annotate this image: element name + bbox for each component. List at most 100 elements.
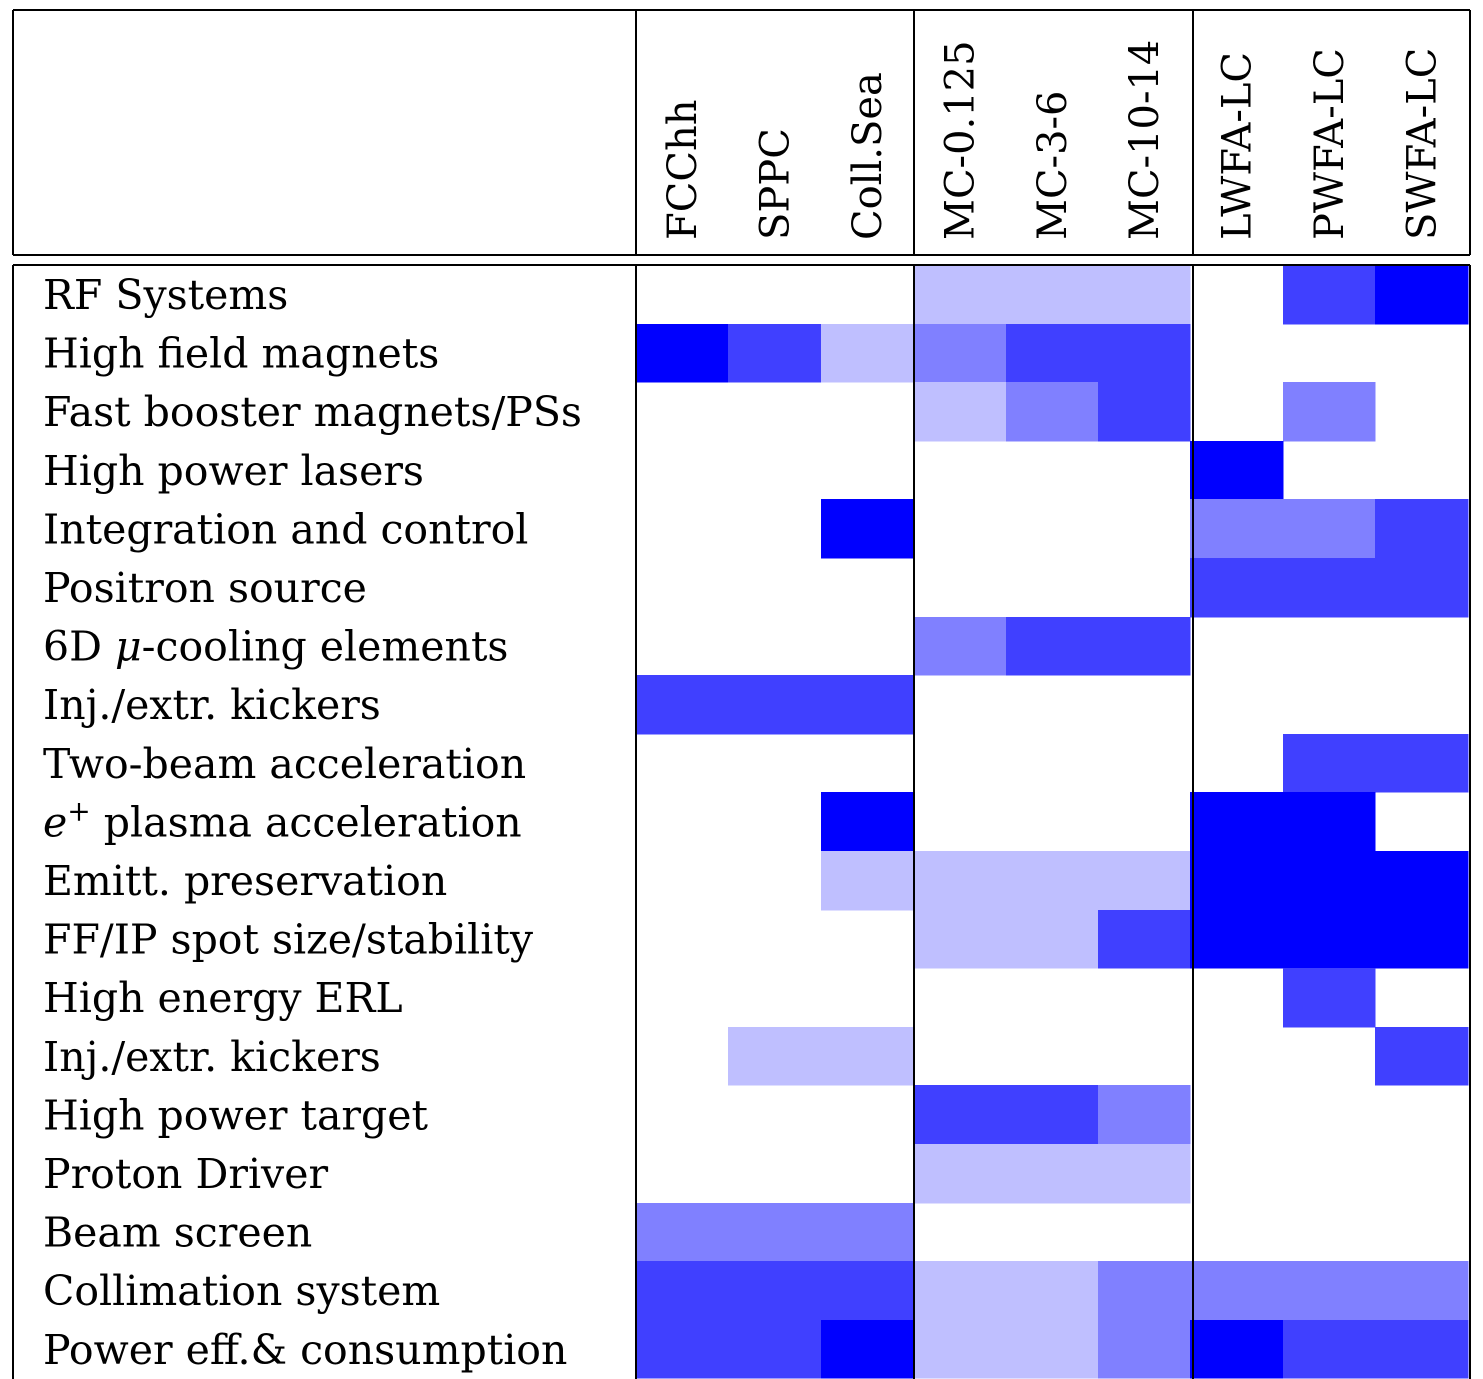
row-label-8: Two-beam acceleration <box>43 740 526 788</box>
heatmap-cell-r0-c7 <box>1283 265 1376 325</box>
column-label-coll-sea: Coll.Sea <box>845 72 891 240</box>
heatmap-cell-r10-c8 <box>1375 851 1469 911</box>
heatmap-cell-r10-c6 <box>1190 851 1284 911</box>
table-frame <box>12 9 1471 1379</box>
heatmap-cell-r2-c3 <box>913 382 1007 442</box>
heatmap-cell-r7-c1 <box>728 675 822 735</box>
heatmap-cell-r15-c4 <box>1006 1144 1099 1204</box>
row-label-13: Inj./extr. kickers <box>43 1033 381 1081</box>
heatmap-cell-r4-c7 <box>1283 499 1376 559</box>
row-label-14: High power target <box>43 1091 428 1139</box>
heatmap-cell-r9-c2 <box>821 792 914 852</box>
heatmap-cell-r8-c8 <box>1375 734 1469 793</box>
heatmap-cell-r16-c1 <box>728 1203 822 1262</box>
column-label-mc-0-125: MC-0.125 <box>937 40 983 240</box>
heatmap-cell-r18-c0 <box>636 1320 729 1379</box>
heatmap-cell-r6-c5 <box>1098 617 1191 676</box>
heatmap-cell-r9-c6 <box>1190 792 1284 852</box>
heatmap-cell-r6-c3 <box>913 617 1007 676</box>
heatmap-cell-r11-c6 <box>1190 910 1284 969</box>
heatmap-cell-r0-c3 <box>913 265 1007 325</box>
row-label-3: High power lasers <box>43 447 424 495</box>
heatmap-cell-r17-c1 <box>728 1261 822 1321</box>
heatmap-cell-r2-c5 <box>1098 382 1191 442</box>
row-label-0: RF Systems <box>43 271 288 319</box>
heatmap-cell-r13-c8 <box>1375 1027 1469 1086</box>
heatmap-cell-r10-c3 <box>913 851 1007 911</box>
heatmap-cell-r7-c0 <box>636 675 729 735</box>
heatmap-cell-r17-c3 <box>913 1261 1007 1321</box>
heatmap-cell-r17-c6 <box>1190 1261 1284 1321</box>
heatmap-cell-r0-c8 <box>1375 265 1469 325</box>
heatmap-cell-r1-c4 <box>1006 324 1099 383</box>
heatmap-cell-r14-c5 <box>1098 1085 1191 1145</box>
row-labels: RF Systems High field magnets Fast booster… <box>43 271 582 1374</box>
heatmap-cell-r9-c7 <box>1283 792 1376 852</box>
column-label-sppc: SPPC <box>753 128 799 240</box>
column-label-lwfa-lc: LWFA-LC <box>1215 52 1261 240</box>
heatmap-cell-r6-c4 <box>1006 617 1099 676</box>
heatmap-cell-r14-c3 <box>913 1085 1007 1145</box>
heatmap-cell-r16-c2 <box>821 1203 914 1262</box>
heatmap-cell-r18-c6 <box>1190 1320 1284 1379</box>
heatmap-cell-r0-c4 <box>1006 265 1099 325</box>
heatmap-cell-r18-c3 <box>913 1320 1007 1379</box>
heatmap-cell-r2-c7 <box>1283 382 1376 442</box>
row-label-5: Positron source <box>43 564 367 612</box>
heatmap-cell-r1-c1 <box>728 324 822 383</box>
heatmap-cell-r11-c8 <box>1375 910 1469 969</box>
heatmap-cell-r10-c4 <box>1006 851 1099 911</box>
heatmap-cell-r17-c0 <box>636 1261 729 1321</box>
heatmap-cell-r7-c2 <box>821 675 914 735</box>
row-label-18: Power eff.& consumption <box>43 1326 567 1374</box>
column-label-swfa-lc: SWFA-LC <box>1399 48 1445 240</box>
heatmap-cell-r13-c1 <box>728 1027 822 1086</box>
heatmap-cell-r14-c4 <box>1006 1085 1099 1145</box>
heatmap-cell-r5-c6 <box>1190 558 1284 618</box>
row-label-4: Integration and control <box>43 505 528 553</box>
column-label-mc-10-14: MC-10-14 <box>1122 40 1168 240</box>
heatmap-cell-r11-c7 <box>1283 910 1376 969</box>
heatmap-cell-r1-c5 <box>1098 324 1191 383</box>
heatmap-cell-r12-c7 <box>1283 968 1376 1028</box>
heatmap-cell-r1-c2 <box>821 324 914 383</box>
heatmap-cell-r4-c2 <box>821 499 914 559</box>
heatmap-cell-r17-c2 <box>821 1261 914 1321</box>
heatmap-cell-r11-c4 <box>1006 910 1099 969</box>
row-label-10: Emitt. preservation <box>43 857 447 905</box>
row-label-12: High energy ERL <box>43 974 403 1022</box>
heatmap-cell-r18-c2 <box>821 1320 914 1379</box>
heatmap-cell-r18-c7 <box>1283 1320 1376 1379</box>
heatmap-cells <box>636 265 1469 1379</box>
heatmap-cell-r16-c0 <box>636 1203 729 1262</box>
heatmap-cell-r4-c6 <box>1190 499 1284 559</box>
row-label-9: e+ plasma acceleration <box>43 794 522 846</box>
heatmap-cell-r15-c5 <box>1098 1144 1191 1204</box>
row-label-17: Collimation system <box>43 1267 440 1315</box>
heatmap-cell-r10-c5 <box>1098 851 1191 911</box>
column-labels: FCChh SPPC Coll.Sea MC-0.125 MC-3-6 MC-10-14 L… <box>660 40 1445 240</box>
row-label-2: Fast booster magnets/PSs <box>43 388 582 436</box>
heatmap-cell-r18-c1 <box>728 1320 822 1379</box>
column-label-pwfa-lc: PWFA-LC <box>1307 48 1353 240</box>
heatmap-cell-r18-c8 <box>1375 1320 1469 1379</box>
heatmap-cell-r5-c7 <box>1283 558 1376 618</box>
heatmap-cell-r17-c4 <box>1006 1261 1099 1321</box>
row-label-1: High field magnets <box>43 330 439 378</box>
heatmap-cell-r10-c7 <box>1283 851 1376 911</box>
heatmap-cell-r18-c5 <box>1098 1320 1191 1379</box>
heatmap-cell-r13-c2 <box>821 1027 914 1086</box>
heatmap-cell-r17-c8 <box>1375 1261 1469 1321</box>
heatmap-cell-r15-c3 <box>913 1144 1007 1204</box>
heatmap-cell-r17-c7 <box>1283 1261 1376 1321</box>
heatmap-cell-r1-c3 <box>913 324 1007 383</box>
column-label-mc-3-6: MC-3-6 <box>1030 91 1076 241</box>
heatmap-cell-r5-c8 <box>1375 558 1469 618</box>
heatmap-cell-r8-c7 <box>1283 734 1376 793</box>
heatmap-cell-r3-c6 <box>1190 441 1284 500</box>
heatmap-cell-r1-c0 <box>636 324 729 383</box>
column-label-fcchh: FCChh <box>660 100 706 241</box>
row-label-7: Inj./extr. kickers <box>43 681 381 729</box>
heatmap-cell-r0-c5 <box>1098 265 1191 325</box>
